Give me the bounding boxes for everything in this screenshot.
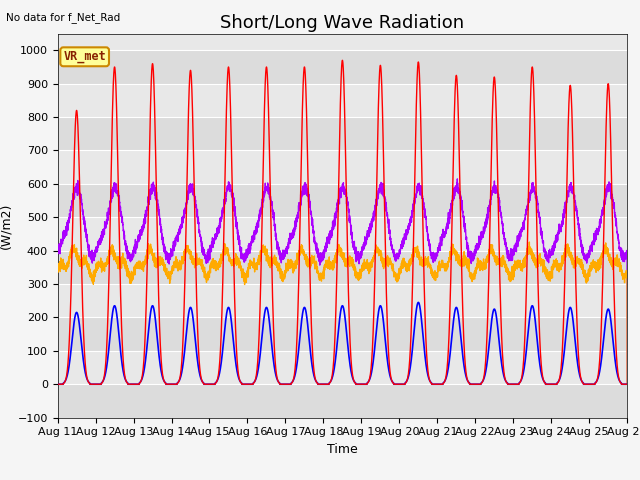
Text: VR_met: VR_met <box>63 50 106 63</box>
Bar <box>58 84 627 117</box>
Bar <box>58 384 627 418</box>
Legend: SW in, LW in, SW out, LW out: SW in, LW in, SW out, LW out <box>172 477 513 480</box>
X-axis label: Time: Time <box>327 443 358 456</box>
Bar <box>58 17 627 50</box>
Bar <box>58 317 627 351</box>
Bar <box>58 351 627 384</box>
Bar <box>58 217 627 251</box>
Bar <box>58 117 627 150</box>
Title: Short/Long Wave Radiation: Short/Long Wave Radiation <box>220 14 465 32</box>
Text: No data for f_Net_Rad: No data for f_Net_Rad <box>6 12 121 23</box>
Bar <box>58 251 627 284</box>
Bar <box>58 150 627 184</box>
Bar <box>58 50 627 84</box>
Bar <box>58 184 627 217</box>
Y-axis label: (W/m2): (W/m2) <box>0 203 12 249</box>
Bar <box>58 284 627 317</box>
